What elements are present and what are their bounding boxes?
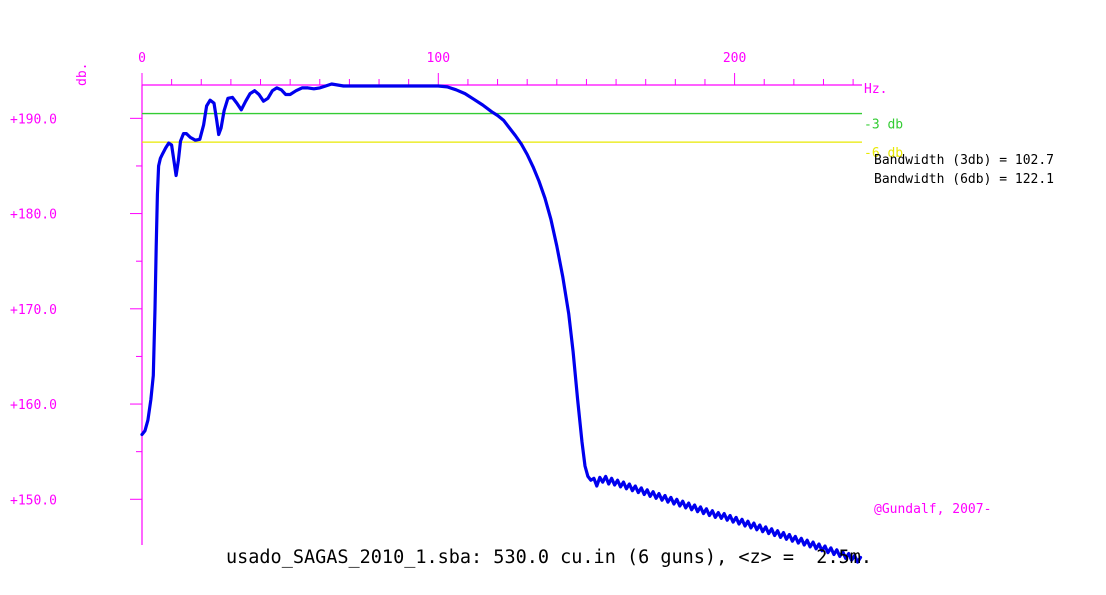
x-axis-unit-label: Hz. [864,82,887,97]
y-tick-label: +190.0 [10,112,57,127]
chart-caption: usado_SAGAS_2010_1.sba: 530.0 cu.in (6 g… [226,547,872,568]
x-tick-label: 200 [723,51,746,66]
x-tick-label: 0 [138,51,146,66]
axes-group: 0 100 200 +190.0 +180.0 +170.0 +160.0 +150.0 [10,51,862,545]
y-tick-label: +170.0 [10,303,57,318]
y-tick-label: +160.0 [10,398,57,413]
series-group [140,82,863,564]
reference-line-label: -3 db [864,118,903,133]
credit-text: @Gundalf, 2007- [874,502,991,517]
reference-line-label: -6 db [864,146,903,161]
bandwidth-6db-text: Bandwidth (6db) = 122.1 [874,172,1054,187]
x-tick-label: 100 [427,51,450,66]
y-tick-label: +180.0 [10,208,57,223]
y-axis-unit-label: db. [75,63,90,86]
bandwidth-3db-text: Bandwidth (3db) = 102.7 [874,153,1054,168]
series-line [140,82,863,564]
y-tick-label: +150.0 [10,493,57,508]
text-group: Hz. db. Bandwidth (3db) = 102.7 Bandwidt… [75,63,1054,568]
reference-lines-group: -3 db -6 db [142,112,903,161]
